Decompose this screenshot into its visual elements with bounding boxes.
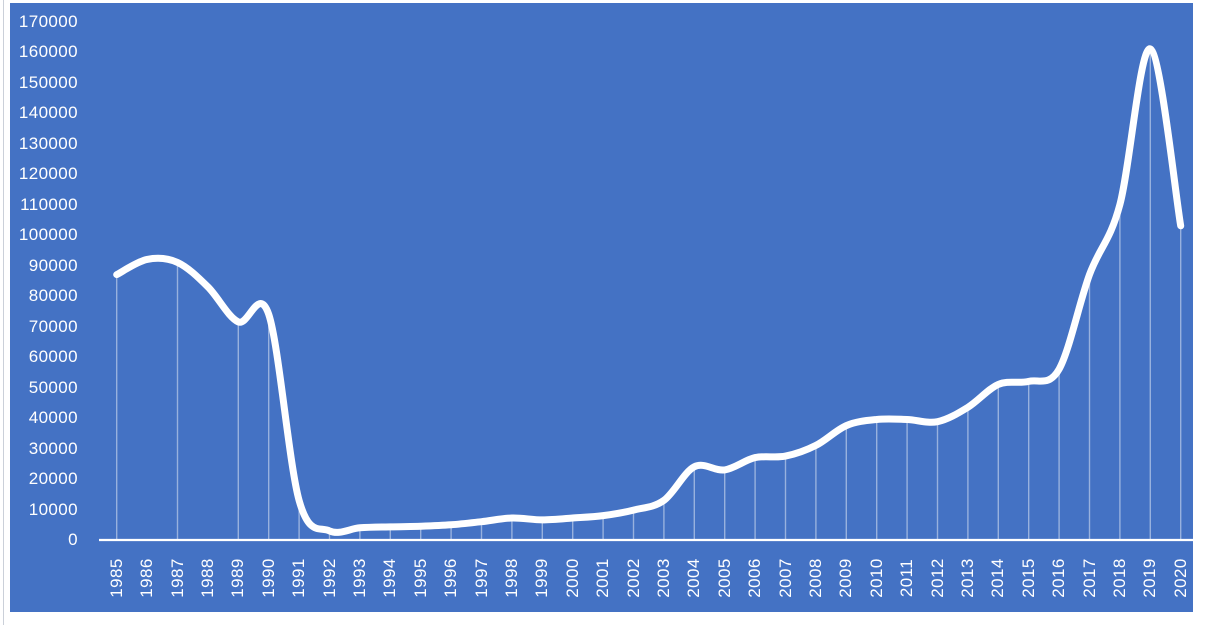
data-series-line: [113, 45, 1185, 536]
y-axis-label-70000: 70000: [28, 316, 78, 336]
x-axis-label-1997: 1997: [471, 558, 491, 598]
chart-plot-background: [10, 3, 1193, 612]
y-axis-label-40000: 40000: [28, 408, 78, 427]
x-axis-label-1991: 1991: [289, 558, 309, 598]
x-axis-label-1985: 1985: [106, 558, 126, 598]
x-axis-label-2018: 2018: [1109, 558, 1129, 598]
x-axis-label-1986: 1986: [137, 558, 157, 598]
y-axis-label-100000: 100000: [18, 225, 78, 244]
y-axis-label-150000: 150000: [18, 72, 78, 92]
x-axis-label-2000: 2000: [562, 558, 582, 598]
y-axis-label-90000: 90000: [28, 255, 78, 275]
x-axis-label-2014: 2014: [988, 558, 1008, 598]
y-axis-label-160000: 160000: [18, 42, 78, 61]
x-axis-label-1989: 1989: [228, 558, 248, 598]
y-axis-label-110000: 110000: [20, 194, 78, 214]
x-axis-label-2003: 2003: [653, 558, 673, 598]
y-axis-label-80000: 80000: [28, 286, 78, 305]
x-axis-label-2001: 2001: [593, 558, 613, 598]
x-axis-label-2006: 2006: [745, 558, 765, 598]
x-axis-label-2004: 2004: [684, 558, 704, 598]
x-axis-label-1987: 1987: [167, 558, 187, 598]
x-axis-label-2016: 2016: [1049, 558, 1069, 598]
page-edge-line: [3, 0, 4, 625]
x-axis-label-1999: 1999: [532, 558, 552, 598]
x-axis-label-2020: 2020: [1170, 558, 1190, 598]
y-axis-label-130000: 130000: [18, 133, 78, 153]
x-axis-label-1994: 1994: [380, 558, 400, 598]
x-axis-label-1988: 1988: [197, 558, 217, 598]
x-axis-label-2010: 2010: [866, 558, 886, 598]
x-axis-label-2015: 2015: [1018, 558, 1038, 598]
x-axis-label-1990: 1990: [258, 558, 278, 598]
x-axis-label-1998: 1998: [501, 558, 521, 598]
x-axis-label-1996: 1996: [441, 558, 461, 598]
x-axis-label-2013: 2013: [957, 558, 977, 598]
x-axis-label-2007: 2007: [775, 558, 795, 598]
x-axis-label-2002: 2002: [623, 558, 643, 598]
x-axis-label-2012: 2012: [927, 558, 947, 598]
x-axis-label-2009: 2009: [836, 558, 856, 598]
y-axis-label-140000: 140000: [18, 103, 78, 122]
y-axis-label-170000: 170000: [18, 11, 78, 31]
x-axis-label-1992: 1992: [319, 558, 339, 598]
x-axis-label-2005: 2005: [714, 558, 734, 598]
y-axis-label-120000: 120000: [18, 164, 78, 183]
x-axis-label-1995: 1995: [410, 558, 430, 598]
y-axis-label-0: 0: [68, 530, 78, 549]
x-axis-label-1993: 1993: [349, 558, 369, 598]
y-axis-label-60000: 60000: [28, 347, 78, 366]
x-axis-label-2008: 2008: [805, 558, 825, 598]
y-axis-label-10000: 10000: [28, 499, 78, 519]
x-axis-label-2011: 2011: [897, 558, 917, 598]
y-axis-label-50000: 50000: [28, 377, 78, 397]
x-axis-label-2019: 2019: [1140, 558, 1160, 598]
x-axis-label-2017: 2017: [1079, 558, 1099, 598]
y-axis-label-30000: 30000: [28, 438, 78, 458]
y-axis-label-20000: 20000: [28, 469, 78, 488]
